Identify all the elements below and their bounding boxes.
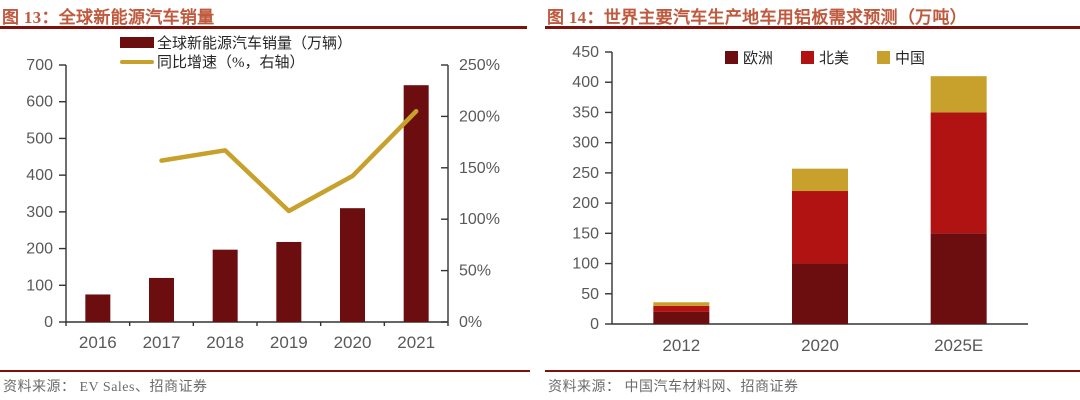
legend-label: 北美 (819, 51, 850, 67)
chart13-sales-bars (85, 85, 429, 322)
legend-item: 中国 (877, 47, 925, 68)
legend-label: 中国 (895, 51, 926, 67)
svg-text:250%: 250% (459, 57, 500, 74)
svg-text:0: 0 (44, 314, 53, 331)
legend-label: 全球新能源汽车销量（万辆） (157, 36, 353, 52)
svg-text:150%: 150% (459, 160, 500, 177)
sales-bar-2016 (85, 294, 111, 322)
chart14-y-axis-labels: 0 50 100 150 200 250 300 350 400 450 (572, 44, 599, 333)
chart14-source: 资料来源： 中国汽车材料网、招商证券 (548, 380, 799, 395)
chart13-legend: 全球新能源汽车销量（万辆） 同比增速（%，右轴） (120, 33, 352, 71)
chart14-stacked-bars (653, 76, 987, 324)
segment-欧洲-2020 (792, 263, 848, 324)
svg-text:250: 250 (572, 165, 599, 182)
svg-text:400: 400 (26, 167, 53, 184)
svg-text:2020: 2020 (801, 336, 839, 355)
segment-中国-2012 (653, 302, 710, 306)
chart13-title: 图 13：全球新能源汽车销量 (2, 8, 215, 27)
chart13-plot: 0 100 200 300 400 500 600 700 0% 50% 100% 150% 200% 2… (26, 57, 500, 352)
segment-北美-2025E (930, 112, 987, 234)
chart13-axes (59, 64, 449, 326)
svg-text:2018: 2018 (206, 333, 244, 352)
segment-中国-2020 (792, 168, 848, 192)
sales-bar-2019 (276, 241, 302, 322)
line-swatch-icon (120, 59, 154, 64)
svg-text:50: 50 (581, 286, 599, 303)
svg-text:0: 0 (590, 316, 599, 333)
svg-text:2016: 2016 (79, 333, 117, 352)
chart13-title-rule (0, 26, 527, 29)
chart13-source: 资料来源： EV Sales、招商证券 (3, 380, 208, 395)
sales-bar-2017 (149, 277, 174, 322)
segment-中国-2025E (930, 76, 987, 113)
chart14-legend: 欧洲 北美 中国 (725, 47, 925, 68)
svg-text:300: 300 (572, 135, 599, 152)
svg-text:400: 400 (572, 74, 599, 91)
chart14-title-rule (545, 26, 1080, 29)
svg-text:50%: 50% (459, 263, 491, 280)
square-swatch-icon (801, 51, 815, 64)
segment-北美-2012 (653, 305, 710, 312)
legend-label: 欧洲 (743, 51, 774, 67)
segment-欧洲-2025E (930, 233, 987, 324)
svg-text:350: 350 (572, 104, 599, 121)
chart13-right-axis-labels: 0% 50% 100% 150% 200% 250% (459, 57, 500, 331)
chart14-plot: 0 50 100 150 200 250 300 350 400 450 2012 2020 2025E (572, 44, 1028, 355)
svg-text:500: 500 (26, 130, 53, 147)
svg-text:2017: 2017 (143, 333, 181, 352)
svg-text:200: 200 (26, 241, 53, 258)
square-swatch-icon (877, 51, 891, 64)
svg-text:450: 450 (572, 44, 599, 61)
sales-bar-2018 (212, 249, 238, 322)
chart14-x-axis-labels: 2012 2020 2025E (662, 336, 983, 355)
legend-row: 同比增速（%，右轴） (120, 52, 352, 71)
segment-欧洲-2012 (653, 311, 710, 324)
svg-text:100%: 100% (459, 211, 500, 228)
svg-text:2021: 2021 (397, 333, 435, 352)
sales-bar-2020 (340, 208, 365, 322)
growth-line (159, 109, 419, 214)
chart13-footer-rule (0, 370, 530, 372)
svg-text:200: 200 (572, 195, 599, 212)
svg-text:100: 100 (26, 277, 53, 294)
svg-text:200%: 200% (459, 108, 500, 125)
legend-item: 欧洲 (725, 47, 773, 68)
svg-text:2019: 2019 (270, 333, 308, 352)
segment-北美-2020 (792, 191, 848, 264)
legend-label: 同比增速（%，右轴） (157, 55, 305, 71)
svg-text:0%: 0% (459, 314, 482, 331)
panel-chart14: 图 14：世界主要汽车生产地车用铝板需求预测（万吨） 欧洲 北美 中国 0 50 100… (545, 0, 1080, 400)
legend-item: 北美 (801, 47, 849, 68)
chart14-footer-rule (545, 370, 1080, 372)
square-swatch-icon (725, 51, 738, 64)
sales-bar-2021 (403, 85, 429, 322)
svg-text:600: 600 (26, 94, 53, 111)
legend-row: 全球新能源汽车销量（万辆） (120, 33, 352, 52)
svg-text:2025E: 2025E (934, 336, 983, 355)
bar-swatch-icon (120, 37, 154, 48)
svg-text:150: 150 (572, 225, 599, 242)
chart13-x-axis-labels: 2016 2017 2018 2019 2020 2021 (79, 333, 435, 352)
svg-text:2020: 2020 (334, 333, 372, 352)
svg-text:2012: 2012 (662, 336, 700, 355)
chart14-title: 图 14：世界主要汽车生产地车用铝板需求预测（万吨） (547, 8, 968, 27)
svg-text:300: 300 (26, 204, 53, 221)
panel-chart13: 图 13：全球新能源汽车销量 全球新能源汽车销量（万辆） 同比增速（%，右轴） 0… (0, 0, 535, 400)
svg-text:100: 100 (572, 256, 599, 273)
chart13-left-axis-labels: 0 100 200 300 400 500 600 700 (26, 57, 53, 331)
svg-text:700: 700 (26, 57, 53, 74)
